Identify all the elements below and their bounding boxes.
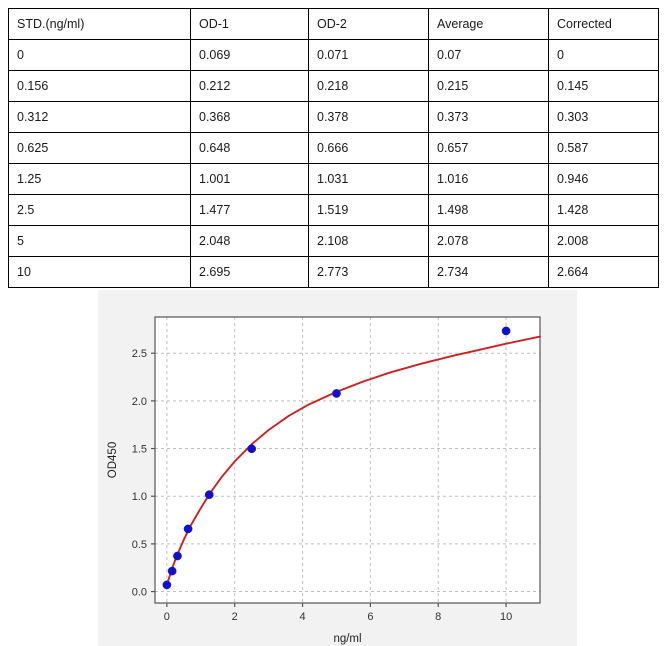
x-tick-label: 10 (500, 611, 512, 623)
gridlines (155, 317, 540, 603)
cell-corrected: 2.664 (548, 256, 659, 288)
data-points-layer (162, 326, 511, 590)
cell-od2: 2.773 (308, 256, 429, 288)
plot-frame (154, 316, 541, 604)
cell-average: 1.016 (428, 163, 549, 195)
column-header-od2: OD-2 (308, 8, 429, 40)
cell-average: 2.734 (428, 256, 549, 288)
cell-od2: 1.519 (308, 194, 429, 226)
cell-std: 10 (8, 256, 191, 288)
y-tick-label: 2.5 (132, 348, 147, 360)
table-row: 10 2.695 2.773 2.734 2.664 (8, 256, 659, 288)
table-row: 0.625 0.648 0.666 0.657 0.587 (8, 132, 659, 164)
cell-std: 2.5 (8, 194, 191, 226)
table-row: 0 0.069 0.071 0.07 0 (8, 39, 659, 71)
column-header-od1: OD-1 (190, 8, 309, 40)
column-header-average: Average (428, 8, 549, 40)
plot-background-group (155, 317, 540, 603)
cell-od2: 0.378 (308, 101, 429, 133)
x-tick-label: 0 (164, 611, 170, 623)
table-row: 0.312 0.368 0.378 0.373 0.303 (8, 101, 659, 133)
y-tick-label: 1.0 (132, 491, 147, 503)
cell-od2: 0.666 (308, 132, 429, 164)
cell-od1: 0.648 (190, 132, 309, 164)
cell-corrected: 0.303 (548, 101, 659, 133)
cell-std: 5 (8, 225, 191, 257)
y-tick-label: 0.0 (132, 587, 147, 599)
x-tick-label: 2 (232, 611, 238, 623)
x-tick-label: 8 (435, 611, 441, 623)
cell-od1: 0.212 (190, 70, 309, 102)
cell-od1: 0.069 (190, 39, 309, 71)
cell-corrected: 0.587 (548, 132, 659, 164)
cell-od1: 2.695 (190, 256, 309, 288)
table-row: 2.5 1.477 1.519 1.498 1.428 (8, 194, 659, 226)
data-point (332, 389, 341, 398)
cell-average: 0.657 (428, 132, 549, 164)
cell-corrected: 0.946 (548, 163, 659, 195)
cell-od2: 0.071 (308, 39, 429, 71)
axis-labels-layer: 0.0 0.5 1.0 1.5 2.0 2.5 0 2 4 6 8 10 ng/ml OD450 (107, 348, 512, 645)
cell-od2: 1.031 (308, 163, 429, 195)
cell-od2: 2.108 (308, 225, 429, 257)
data-point (173, 551, 182, 561)
y-tick-label: 2.0 (132, 396, 147, 408)
table-row: 0.156 0.212 0.218 0.215 0.145 (8, 70, 659, 102)
data-point (247, 444, 257, 454)
cell-std: 0.312 (8, 101, 191, 133)
cell-std: 0.156 (8, 70, 191, 102)
cell-od1: 1.477 (190, 194, 309, 226)
x-tick-label: 4 (299, 611, 305, 623)
cell-od1: 2.048 (190, 225, 309, 257)
table-row: 5 2.048 2.108 2.078 2.008 (8, 225, 659, 257)
cell-average: 1.498 (428, 194, 549, 226)
cell-od1: 1.001 (190, 163, 309, 195)
x-tick-label: 6 (367, 611, 373, 623)
cell-std: 1.25 (8, 163, 191, 195)
cell-corrected: 0.145 (548, 70, 659, 102)
cell-od1: 0.368 (190, 101, 309, 133)
data-point (183, 524, 193, 534)
plot-area-background (155, 317, 540, 603)
cell-corrected: 0 (548, 39, 659, 71)
axis-ticks (151, 352, 507, 607)
y-tick-label: 0.5 (132, 539, 147, 551)
cell-std: 0.625 (8, 132, 191, 164)
data-point (204, 490, 214, 500)
cell-corrected: 1.428 (548, 194, 659, 226)
y-tick-label: 1.5 (132, 444, 147, 456)
table-row: 1.25 1.001 1.031 1.016 0.946 (8, 163, 659, 195)
x-axis-title: ng/ml (333, 633, 361, 645)
cell-od2: 0.218 (308, 70, 429, 102)
column-header-corrected: Corrected (548, 8, 659, 40)
standard-curve-chart: 0.0 0.5 1.0 1.5 2.0 2.5 0 2 4 6 8 10 ng/ml OD450 (98, 290, 577, 646)
chart-svg: 0.0 0.5 1.0 1.5 2.0 2.5 0 2 4 6 8 10 ng/ml OD450 (107, 316, 541, 645)
table-header-row: STD.(ng/ml) OD-1 OD-2 Average Corrected (8, 8, 659, 40)
cell-average: 0.373 (428, 101, 549, 133)
cell-average: 2.078 (428, 225, 549, 257)
cell-corrected: 2.008 (548, 225, 659, 257)
plot-border (154, 316, 541, 604)
y-axis-title: OD450 (107, 442, 119, 478)
column-header-std: STD.(ng/ml) (8, 8, 191, 40)
data-point (501, 326, 511, 336)
cell-std: 0 (8, 39, 191, 71)
cell-average: 0.07 (428, 39, 549, 71)
data-point (167, 566, 177, 576)
standard-curve-table: STD.(ng/ml) OD-1 OD-2 Average Corrected … (8, 8, 659, 288)
data-point (162, 580, 172, 590)
cell-average: 0.215 (428, 70, 549, 102)
